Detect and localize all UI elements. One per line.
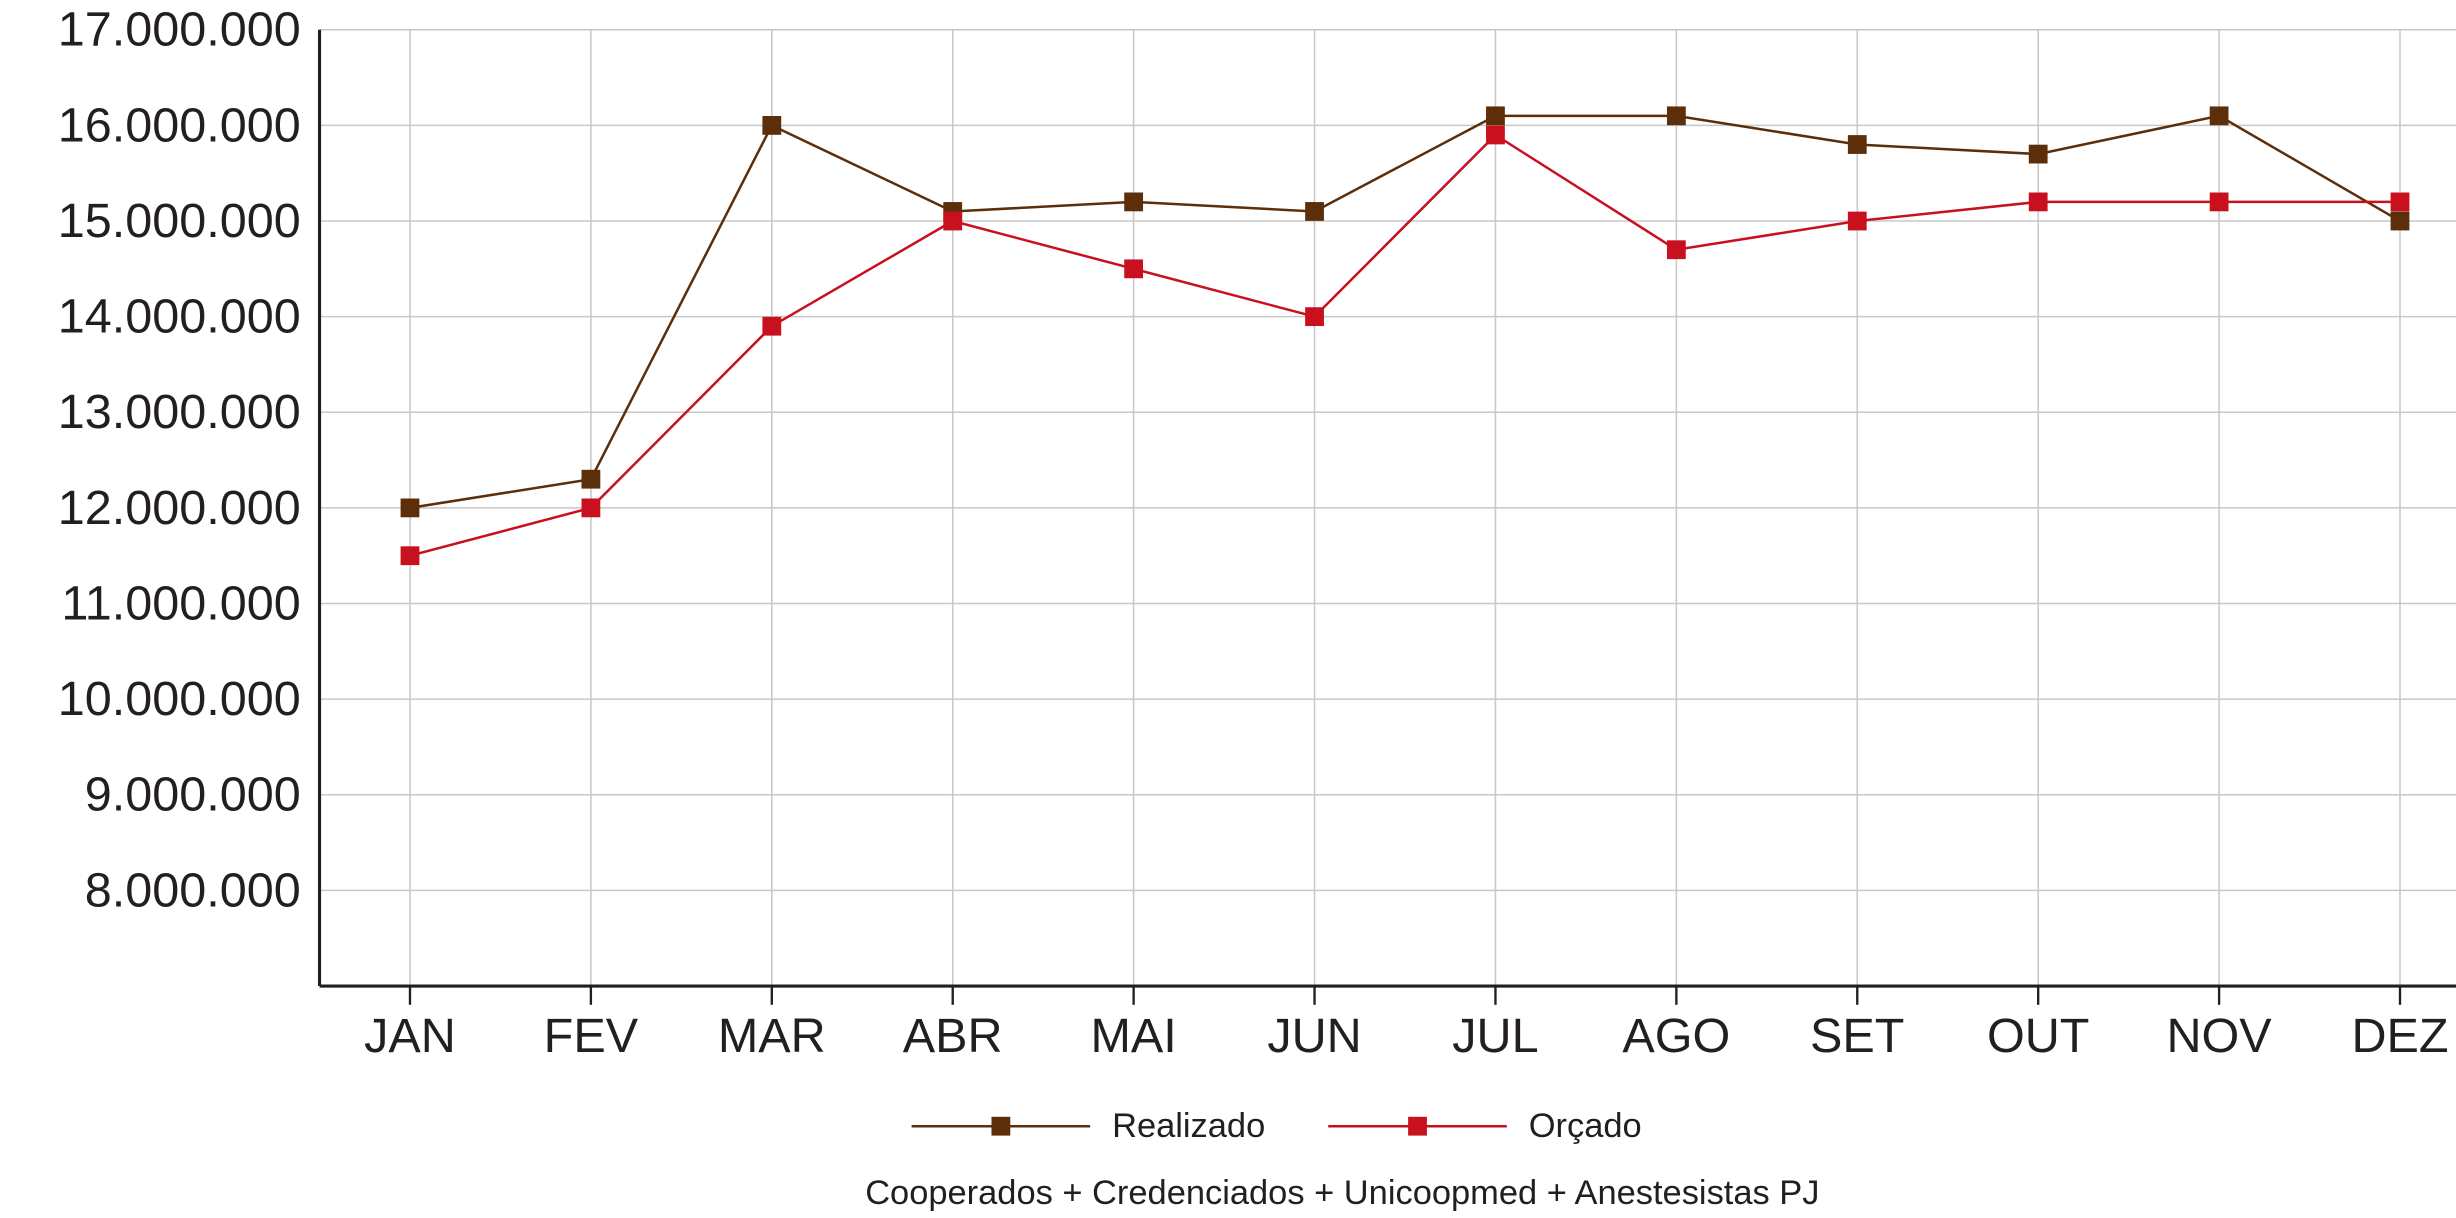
- point-marker: [400, 546, 420, 566]
- chart-subtitle: Cooperados + Credenciados + Unicoopmed +…: [865, 1174, 1819, 1212]
- y-tick-label: 10.000.000: [58, 672, 301, 726]
- point-marker: [943, 211, 963, 231]
- point-marker: [1666, 240, 1686, 260]
- point-marker: [1847, 211, 1867, 231]
- y-tick-label: 17.000.000: [58, 3, 301, 57]
- x-tick-label: MAI: [1090, 1009, 1176, 1063]
- point-marker: [2028, 192, 2048, 212]
- x-tick-label: NOV: [2166, 1009, 2272, 1063]
- x-tick-label: MAR: [718, 1009, 826, 1063]
- point-marker: [1847, 135, 1867, 154]
- point-marker: [1486, 106, 1505, 126]
- point-marker: [1305, 202, 1324, 221]
- point-marker: [1124, 192, 1144, 212]
- y-tick-label: 11.000.000: [61, 576, 300, 630]
- x-tick-label: DEZ: [2351, 1009, 2448, 1063]
- y-tick-label: 9.000.000: [85, 768, 301, 822]
- x-tick-label: SET: [1810, 1009, 1904, 1063]
- point-marker: [1666, 106, 1686, 126]
- point-marker: [400, 498, 420, 518]
- y-tick-label: 8.000.000: [85, 863, 301, 917]
- point-marker: [1124, 259, 1144, 279]
- legend-label: Realizado: [1112, 1107, 1265, 1145]
- y-tick-label: 13.000.000: [58, 385, 301, 439]
- point-marker: [2209, 192, 2229, 212]
- legend-marker: [1408, 1116, 1427, 1136]
- y-tick-label: 12.000.000: [58, 481, 301, 535]
- point-marker: [2390, 192, 2410, 212]
- x-tick-label: FEV: [544, 1009, 639, 1063]
- y-tick-label: 15.000.000: [58, 194, 301, 248]
- legend-label: Orçado: [1529, 1107, 1642, 1145]
- point-marker: [2390, 211, 2410, 231]
- point-marker: [581, 469, 601, 489]
- x-tick-label: JUL: [1452, 1009, 1538, 1063]
- point-marker: [762, 316, 782, 336]
- y-tick-label: 14.000.000: [58, 290, 301, 344]
- point-marker: [2028, 144, 2048, 164]
- point-marker: [2209, 106, 2229, 126]
- legend-marker: [991, 1116, 1011, 1136]
- x-tick-label: ABR: [903, 1009, 1003, 1063]
- series-line: [409, 114, 2401, 510]
- point-marker: [762, 115, 782, 135]
- x-tick-label: JUN: [1267, 1009, 1361, 1063]
- x-tick-label: JAN: [364, 1009, 456, 1063]
- x-tick-label: AGO: [1622, 1009, 1730, 1063]
- y-tick-label: 16.000.000: [58, 98, 301, 152]
- point-marker: [1305, 307, 1324, 327]
- series-line: [409, 133, 2401, 557]
- x-tick-label: OUT: [1987, 1009, 2089, 1063]
- point-marker: [581, 498, 601, 518]
- point-marker: [1486, 125, 1505, 145]
